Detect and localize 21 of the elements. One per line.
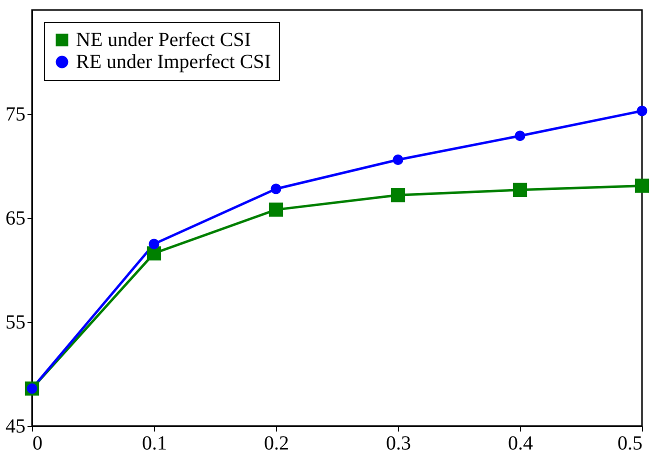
point (270, 184, 282, 194)
x-tick-label: 0.2 (264, 432, 289, 454)
point (512, 182, 528, 197)
y-tick-label: 65 (6, 208, 26, 230)
point (634, 178, 650, 193)
y-tick-label: 45 (6, 416, 26, 438)
point (148, 238, 160, 250)
x-tick-label: 0.1 (142, 432, 167, 454)
point (268, 202, 284, 217)
legend-label: NE under Perfect CSI (76, 29, 251, 51)
x-tick-label: 0.4 (508, 432, 533, 454)
point (392, 154, 404, 165)
x-tick-label: 0 (32, 432, 42, 454)
x-tick-label: 0.5 (618, 432, 642, 454)
legend-label: RE under Imperfect CSI (76, 51, 271, 73)
point (636, 106, 648, 116)
x-tick-label: 0.3 (386, 432, 411, 454)
y-tick-label: 55 (6, 312, 26, 334)
point (514, 130, 526, 142)
y-tick-label: 75 (6, 104, 26, 126)
point (390, 188, 406, 202)
